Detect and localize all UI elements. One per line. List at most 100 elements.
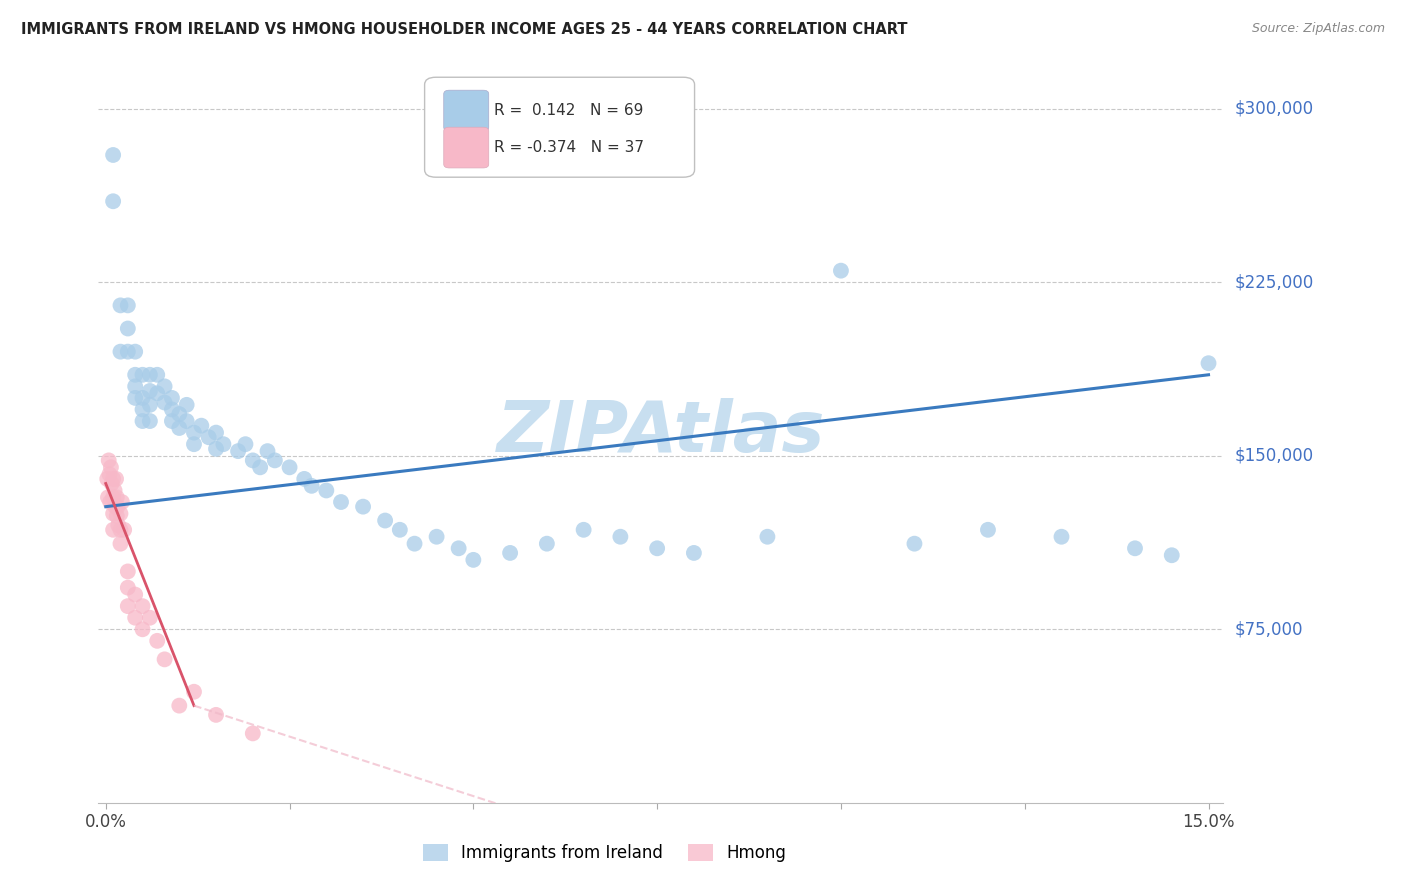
Point (101, 523, 124, 537)
Text: Source: ZipAtlas.com: Source: ZipAtlas.com (1251, 22, 1385, 36)
Point (139, 398, 162, 412)
Point (1160, 548, 1182, 562)
Point (160, 414, 183, 428)
Point (139, 610, 162, 624)
Point (146, 368, 169, 382)
Point (499, 546, 522, 560)
Point (1123, 541, 1146, 556)
Point (683, 546, 706, 560)
Point (256, 444, 278, 458)
Point (107, 500, 129, 514)
Point (110, 507, 132, 521)
Point (205, 425, 228, 440)
FancyBboxPatch shape (444, 90, 489, 131)
Point (124, 391, 146, 405)
Point (830, 263, 852, 277)
Point (212, 437, 235, 451)
Point (117, 581, 139, 595)
Point (100, 460, 122, 475)
Point (242, 453, 264, 467)
Point (146, 386, 169, 401)
Point (169, 698, 191, 713)
Point (139, 368, 162, 382)
Point (117, 344, 139, 359)
Text: $225,000: $225,000 (1234, 273, 1313, 291)
Point (117, 298, 139, 312)
Point (101, 491, 124, 505)
Point (110, 536, 132, 550)
Point (139, 414, 162, 428)
Point (292, 472, 315, 486)
Point (153, 395, 176, 409)
Point (176, 414, 198, 428)
Point (117, 599, 139, 614)
Point (112, 523, 135, 537)
Point (101, 194, 124, 209)
Point (352, 500, 374, 514)
Point (97, 491, 120, 505)
Point (131, 599, 153, 614)
Point (104, 483, 127, 498)
Point (205, 707, 228, 722)
Point (374, 514, 396, 528)
Point (131, 391, 153, 405)
Point (100, 476, 122, 491)
Point (1050, 530, 1073, 544)
Point (183, 437, 205, 451)
Text: R =  0.142   N = 69: R = 0.142 N = 69 (495, 103, 644, 118)
Point (249, 460, 271, 475)
Point (190, 418, 212, 433)
Point (139, 384, 162, 398)
Point (107, 518, 129, 533)
Point (183, 425, 205, 440)
Point (176, 398, 198, 412)
Point (101, 472, 124, 486)
Point (645, 541, 668, 556)
FancyBboxPatch shape (444, 128, 489, 168)
Point (131, 622, 153, 636)
Point (404, 536, 426, 550)
Point (104, 500, 127, 514)
Point (131, 368, 153, 382)
Point (572, 523, 595, 537)
Point (110, 298, 132, 312)
Point (105, 491, 128, 505)
Point (315, 483, 337, 498)
Point (977, 523, 1000, 537)
FancyBboxPatch shape (425, 78, 695, 178)
Point (756, 530, 779, 544)
Point (169, 421, 191, 435)
Point (301, 479, 323, 493)
Point (131, 402, 153, 417)
Point (101, 148, 124, 162)
Point (183, 685, 205, 699)
Point (205, 442, 228, 456)
Point (131, 414, 153, 428)
Point (98, 467, 121, 482)
Point (124, 368, 146, 382)
Point (97, 453, 120, 467)
Point (330, 495, 353, 509)
Point (111, 495, 134, 509)
Point (426, 530, 449, 544)
Point (153, 379, 176, 393)
Point (146, 633, 169, 648)
Point (110, 344, 132, 359)
Point (117, 321, 139, 335)
Point (536, 536, 558, 550)
Point (153, 652, 176, 666)
Point (903, 536, 925, 550)
Point (242, 726, 264, 740)
Point (226, 444, 249, 458)
Point (101, 507, 124, 521)
Point (169, 407, 191, 421)
Point (98, 495, 121, 509)
Point (105, 472, 128, 486)
Point (105, 508, 128, 523)
Point (124, 344, 146, 359)
Point (124, 610, 146, 624)
Point (117, 565, 139, 579)
Text: $75,000: $75,000 (1234, 620, 1303, 639)
Point (96, 472, 118, 486)
Point (160, 402, 183, 417)
